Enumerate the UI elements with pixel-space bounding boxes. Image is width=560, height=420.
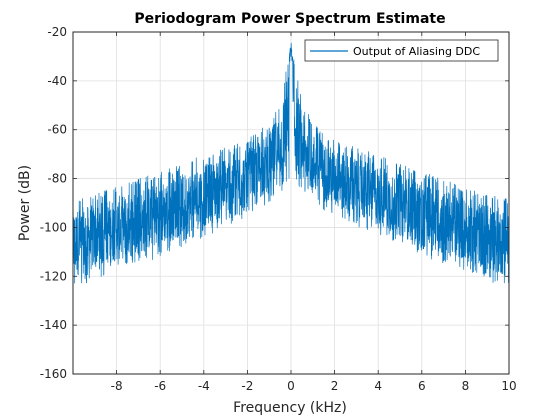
y-tick-label: -60 [47,123,67,137]
y-tick-label: -40 [47,74,67,88]
chart-title: Periodogram Power Spectrum Estimate [134,11,445,27]
y-tick-label: -140 [40,318,67,332]
y-tick-label: -120 [40,269,67,283]
grid-lines [73,32,509,374]
series-output-of-aliasing-ddc [72,42,510,284]
x-tick-label: 2 [331,379,339,393]
series-line [72,42,510,284]
x-tick-label: 0 [287,379,295,393]
x-tick-label: 4 [374,379,382,393]
legend-entry-label: Output of Aliasing DDC [353,45,480,58]
x-tick-label: 8 [462,379,470,393]
x-tick-label: 10 [501,379,516,393]
x-tick-label: 6 [418,379,426,393]
x-tick-label: -4 [198,379,210,393]
axis-ticks: -8 -6 -4 -2 0 2 4 6 8 10-20-40-60-80-100-120-140-… [40,25,517,393]
x-tick-label: -6 [154,379,166,393]
legend: Output of Aliasing DDC [304,39,499,62]
legend-box [304,39,499,62]
y-tick-label: -100 [40,220,67,234]
y-tick-label: -80 [47,172,67,186]
y-tick-label: -20 [47,25,67,39]
x-axis-label: Frequency (kHz) [233,400,347,416]
x-tick-label: -8 [111,379,123,393]
y-axis-label: Power (dB) [17,165,33,241]
y-tick-label: -160 [40,367,67,381]
x-tick-label: -2 [241,379,253,393]
